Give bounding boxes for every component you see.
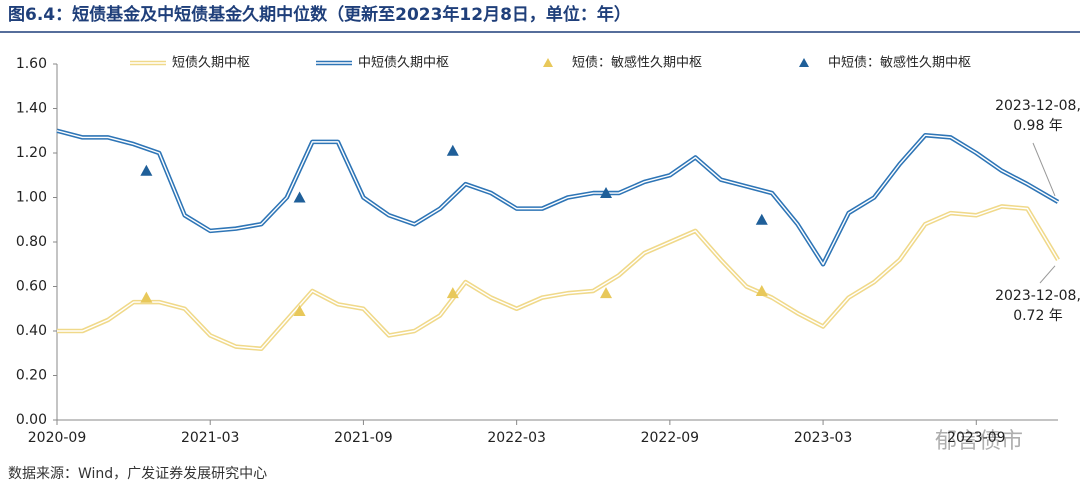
x-tick-label: 2021-09 — [334, 430, 393, 446]
x-tick-label: 2022-03 — [487, 430, 546, 446]
legend-label: 中短债：敏感性久期中枢 — [828, 55, 971, 71]
y-tick-label: 0.80 — [16, 234, 47, 250]
y-tick-label: 1.40 — [16, 101, 47, 117]
series-line — [56, 128, 1060, 267]
legend-marker — [543, 58, 553, 67]
chart-title: 图6.4：短债基金及中短债基金久期中位数（更新至2023年12月8日，单位：年） — [8, 4, 631, 25]
y-tick-label: 1.00 — [16, 190, 47, 206]
x-tick-label: 2023-03 — [794, 430, 853, 446]
y-tick-label: 1.60 — [16, 56, 47, 72]
triangle-marker — [140, 291, 153, 303]
annotation-text: 0.72 年 — [1013, 308, 1063, 324]
annotation-text: 0.98 年 — [1013, 118, 1063, 134]
annotation-text: 2023-12-08, — [995, 98, 1080, 114]
triangle-marker — [140, 164, 153, 176]
triangle-marker — [755, 284, 768, 296]
x-tick-label: 2023-09 — [947, 430, 1006, 446]
triangle-marker — [446, 144, 459, 156]
y-tick-label: 0.20 — [16, 368, 47, 384]
annotation-leader — [1039, 265, 1056, 284]
triangle-marker — [600, 287, 613, 299]
x-tick-label: 2020-09 — [28, 430, 87, 446]
y-tick-label: 0.00 — [16, 412, 47, 428]
series-line-core — [57, 205, 1059, 350]
triangle-marker — [446, 287, 459, 299]
watermark: 郁言债市 — [935, 429, 1023, 454]
legend-marker — [799, 58, 809, 67]
annotation-text: 2023-12-08, — [995, 288, 1080, 304]
series-line-core — [56, 130, 1059, 265]
triangle-marker — [755, 213, 768, 225]
y-tick-label: 0.40 — [16, 323, 47, 339]
triangle-marker — [600, 187, 613, 199]
y-tick-label: 1.20 — [16, 145, 47, 161]
x-tick-label: 2021-03 — [181, 430, 240, 446]
source-note: 数据来源：Wind，广发证券发展研究中心 — [8, 466, 267, 482]
triangle-marker — [293, 304, 306, 316]
annotation-leader — [1032, 142, 1056, 197]
x-tick-label: 2022-09 — [641, 430, 700, 446]
legend-label: 中短债久期中枢 — [358, 56, 449, 71]
legend-label: 短债：敏感性久期中枢 — [572, 55, 702, 71]
y-tick-label: 0.60 — [16, 279, 47, 295]
triangle-marker — [293, 191, 306, 203]
legend-label: 短债久期中枢 — [172, 56, 250, 71]
